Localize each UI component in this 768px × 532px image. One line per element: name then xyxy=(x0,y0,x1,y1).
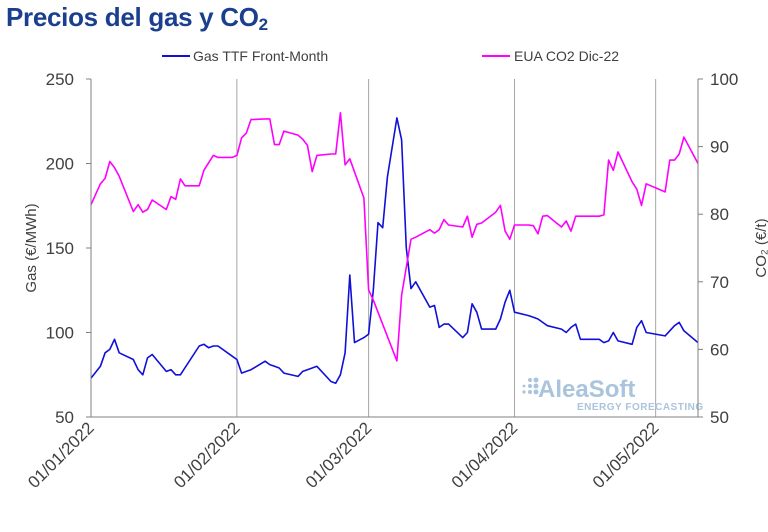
y-tick-left-label: 250 xyxy=(46,70,74,89)
chart-title-main: Precios del gas y CO xyxy=(6,2,259,32)
y-tick-left-label: 50 xyxy=(55,408,74,427)
y-tick-right-label: 90 xyxy=(710,138,729,157)
y-tick-left-label: 150 xyxy=(46,239,74,258)
y-tick-right-label: 80 xyxy=(710,205,729,224)
logo-dot xyxy=(528,390,532,394)
y-tick-right-label: 100 xyxy=(710,70,738,89)
y-axis-right-label: CO₂ (€/t) xyxy=(753,218,768,277)
y-tick-left-label: 100 xyxy=(46,324,74,343)
logo-tagline: ENERGY FORECASTING xyxy=(577,402,704,413)
y-axis-left-label: Gas (€/MWh) xyxy=(23,203,40,292)
logo-dot xyxy=(533,389,539,395)
logo-dot xyxy=(533,383,539,389)
legend-label-co2: EUA CO2 Dic-22 xyxy=(514,48,619,64)
x-tick-label: 01/03/2022 xyxy=(302,418,376,492)
x-tick-label: 01/04/2022 xyxy=(448,418,522,492)
logo-dot xyxy=(522,390,526,394)
grid-layer xyxy=(236,79,657,417)
y-tick-right-label: 70 xyxy=(710,273,729,292)
x-tick-label: 01/05/2022 xyxy=(589,418,663,492)
y-tick-left-label: 200 xyxy=(46,155,74,174)
logo-dots-icon xyxy=(522,377,539,395)
chart-title: Precios del gas y CO2 xyxy=(6,2,268,35)
legend-label-gas: Gas TTF Front-Month xyxy=(193,48,328,64)
logo-dot xyxy=(533,377,539,383)
logo-dot xyxy=(528,378,532,382)
logo-dot xyxy=(522,384,526,388)
y-tick-right-label: 60 xyxy=(710,340,729,359)
series-line-gas xyxy=(90,117,699,385)
logo-dot xyxy=(528,384,532,388)
legend: Gas TTF Front-Month EUA CO2 Dic-22 xyxy=(162,48,619,64)
x-tick-label: 01/01/2022 xyxy=(24,418,98,492)
aleasoft-logo: AleaSoft ENERGY FORECASTING xyxy=(522,376,703,413)
x-tick-label: 01/02/2022 xyxy=(170,418,244,492)
logo-name: AleaSoft xyxy=(538,376,635,403)
y-tick-right-label: 50 xyxy=(710,408,729,427)
series-layer xyxy=(90,112,699,385)
chart-title-subscript: 2 xyxy=(258,15,268,34)
axes-layer: 01/01/2022 01/02/2022 01/03/2022 01/04/2022… xyxy=(24,70,738,492)
series-line-co2 xyxy=(90,112,699,362)
